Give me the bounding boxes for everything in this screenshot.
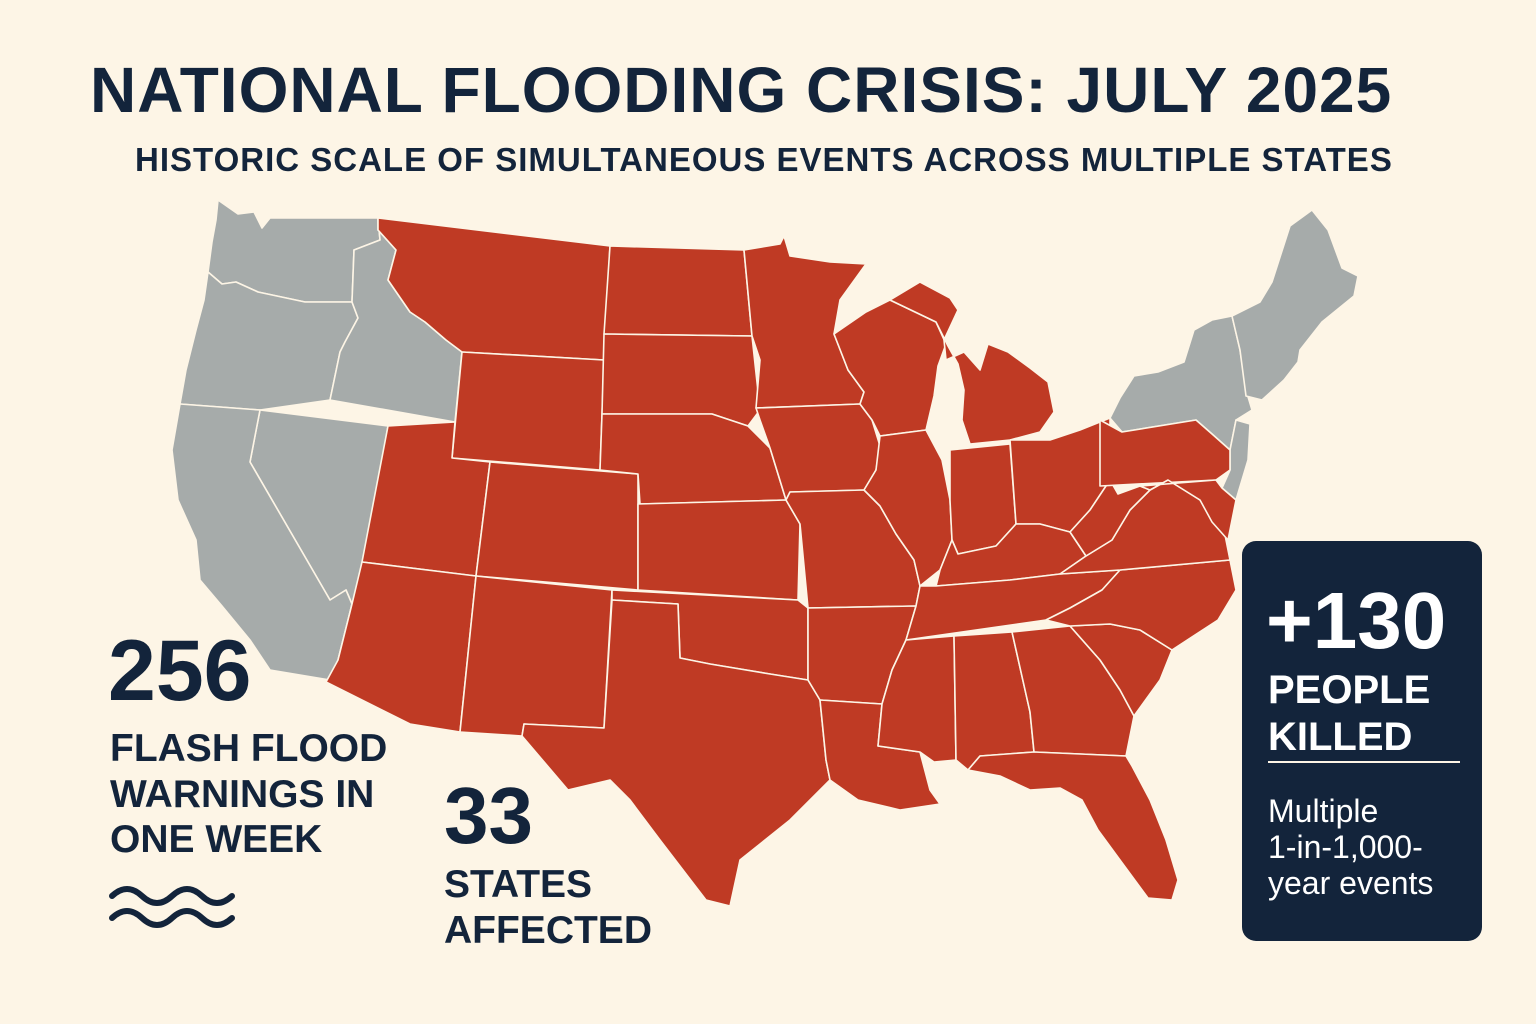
state-michigan <box>889 281 1055 445</box>
state-california <box>171 403 353 681</box>
deaths-label: PEOPLE KILLED <box>1268 667 1430 761</box>
state-florida <box>967 751 1179 901</box>
deaths-label-line-2: KILLED <box>1268 715 1413 760</box>
page-subtitle: HISTORIC SCALE OF SIMULTANEOUS EVENTS AC… <box>135 141 1393 178</box>
waves-icon <box>109 886 235 928</box>
state-south-dakota <box>601 333 761 427</box>
states-label-line-2: AFFECTED <box>444 908 652 952</box>
warnings-label-line-1: FLASH FLOOD <box>110 727 388 770</box>
deaths-note-line-2: 1-in-1,000- <box>1268 829 1423 866</box>
warnings-count: 256 <box>108 623 252 719</box>
state-new-mexico <box>459 575 613 737</box>
deaths-note-line-3: year events <box>1268 865 1434 902</box>
panel-divider <box>1268 761 1460 763</box>
deaths-note-line-1: Multiple <box>1268 793 1379 829</box>
states-count: 33 <box>444 771 533 860</box>
state-north-dakota <box>603 245 753 337</box>
state-colorado <box>475 461 639 591</box>
deaths-panel: +130 PEOPLE KILLED Multiple 1-in-1,000- … <box>1242 541 1482 941</box>
state-texas <box>521 599 831 907</box>
state-new-england <box>1231 209 1359 401</box>
warnings-label-line-3: ONE WEEK <box>110 818 323 862</box>
states-label: STATES AFFECTED <box>444 862 652 953</box>
state-minnesota <box>743 235 867 409</box>
deaths-count: +130 <box>1266 576 1447 665</box>
state-new-jersey <box>1221 419 1251 501</box>
deaths-label-line-1: PEOPLE <box>1268 668 1431 712</box>
state-wyoming <box>451 351 605 471</box>
state-north-carolina <box>1045 559 1237 651</box>
states-label-line-1: STATES <box>444 863 593 906</box>
page-title: NATIONAL FLOODING CRISIS: JULY 2025 <box>90 54 1393 126</box>
warnings-label: FLASH FLOOD WARNINGS IN ONE WEEK <box>110 726 387 863</box>
deaths-note: Multiple 1-in-1,000- year events <box>1268 793 1433 901</box>
state-maryland-delaware <box>1139 479 1237 541</box>
warnings-label-line-2: WARNINGS IN <box>110 772 375 816</box>
state-kansas <box>637 499 801 601</box>
state-pennsylvania <box>1099 419 1231 487</box>
